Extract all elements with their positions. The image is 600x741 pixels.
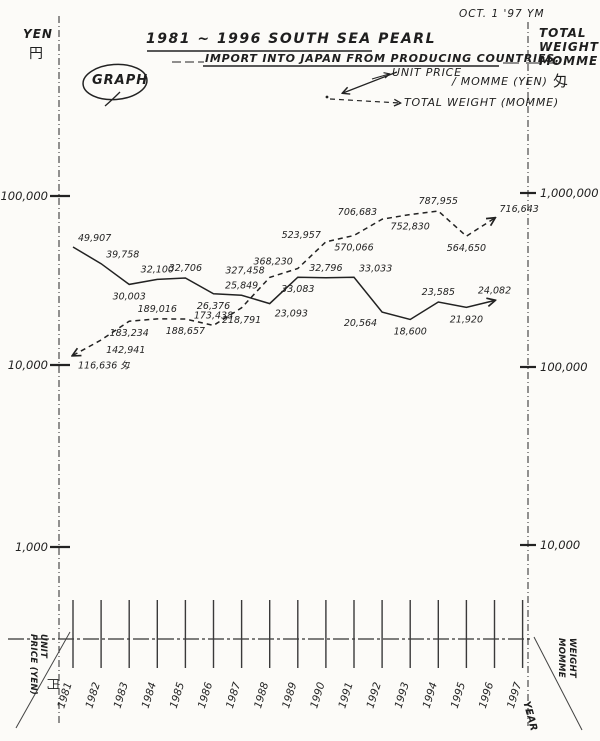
year-tick-label: 1987: [224, 681, 243, 710]
year-tick-label: 1983: [112, 681, 131, 710]
right-axis-title-3: MOMME: [539, 54, 599, 68]
left-tick-label: 1,000: [15, 540, 48, 554]
legend-price-key-line: [343, 71, 398, 93]
point-label: 716,643: [500, 204, 539, 215]
legend-price-label: UNIT PRICE: [392, 66, 462, 79]
point-label: 32,706: [169, 263, 202, 274]
year-tick-label: 1982: [83, 681, 102, 710]
point-label: 564,650: [447, 243, 486, 254]
point-label: 24,082: [478, 286, 511, 297]
right-axis-kanji: 匁: [553, 72, 569, 90]
point-label: 327,458: [225, 265, 264, 276]
point-label: 787,955: [419, 196, 458, 207]
page-subtitle: IMPORT INTO JAPAN FROM PRODUCING COUNTRI…: [205, 52, 560, 65]
legend-price-key-arrow: [371, 74, 389, 80]
year-tick-label: 1995: [449, 681, 468, 710]
left-axis-kanji: 円: [29, 46, 44, 62]
point-label: 188,657: [166, 326, 205, 337]
point-label: 33,083: [281, 284, 314, 295]
point-label: 523,957: [282, 230, 321, 241]
legend-weight-label: TOTAL WEIGHT (MOMME): [404, 96, 559, 109]
right-tick-label: 1,000,000: [540, 186, 599, 200]
date-note: OCT. 1 '97 YM: [459, 8, 545, 20]
point-label: 183,234: [110, 328, 149, 339]
point-label: 21,920: [450, 314, 483, 325]
point-label: 20,564: [344, 318, 377, 329]
point-label: 23,585: [422, 287, 455, 298]
year-tick-label: 1996: [477, 681, 496, 710]
year-tick-label: 1984: [140, 681, 159, 710]
graph-badge-label: GRAPH: [92, 73, 149, 88]
point-label: 189,016: [138, 304, 177, 315]
year-tick-label: 1994: [421, 681, 440, 710]
point-label: 18,600: [394, 327, 427, 338]
point-label: 570,066: [334, 243, 373, 254]
point-label: 173,438: [194, 310, 233, 321]
bottom-left-price-word: PRICE (YEN): [28, 634, 38, 696]
bottom-right-divider: [533, 636, 583, 731]
year-tick-label: 1988: [252, 681, 271, 710]
right-axis-title-2: WEIGHT: [539, 40, 599, 54]
left-axis-title: YEN: [23, 27, 53, 41]
year-tick-label: 1989: [280, 681, 299, 710]
year-tick-label: 1993: [393, 681, 412, 710]
point-label: 33,033: [359, 263, 392, 274]
point-label: 706,683: [338, 207, 377, 218]
bottom-left-kanji: 円: [46, 678, 60, 691]
year-tick-label: 1990: [308, 681, 327, 710]
bottom-right-weight-word: WEIGHT: [567, 638, 577, 679]
point-label: 218,791: [222, 315, 261, 326]
year-tick-label: 1991: [336, 681, 355, 710]
legend-weight-key-dot: [325, 95, 329, 99]
point-label: 23,093: [275, 309, 308, 320]
page-title: 1981 ~ 1996 SOUTH SEA PEARL: [146, 31, 436, 47]
right-tick-label: 10,000: [540, 538, 580, 552]
point-label: 49,907: [78, 233, 111, 244]
left-tick-label: 10,000: [8, 358, 48, 372]
right-tick-label: 100,000: [540, 360, 588, 374]
bottom-right-momme-word: MOMME: [556, 638, 566, 678]
point-label: 368,230: [254, 257, 293, 268]
point-label: 116,636 匁: [78, 359, 130, 371]
point-label: 39,758: [106, 250, 139, 261]
legend-price-label-2: / MOMME (YEN): [452, 75, 548, 88]
point-label: 142,941: [106, 345, 145, 356]
left-tick-label: 100,000: [0, 189, 48, 203]
bottom-left-unit-word: UNIT: [38, 634, 48, 659]
year-tick-label: 1985: [168, 681, 187, 710]
point-label: 32,796: [309, 263, 342, 274]
right-axis-title-1: TOTAL: [539, 26, 587, 40]
year-tick-label: 1992: [364, 681, 383, 710]
graph-badge-ellipse: [82, 63, 148, 101]
series-line-right: [73, 210, 495, 355]
graph-badge-flourish: [104, 91, 121, 107]
year-tick-label: 1986: [196, 681, 215, 710]
point-label: 752,830: [391, 222, 430, 233]
point-label: 30,003: [113, 291, 146, 302]
point-label: 25,849: [225, 280, 258, 291]
legend-weight-key-line: [329, 98, 400, 103]
bottom-left-divider: [15, 631, 71, 729]
